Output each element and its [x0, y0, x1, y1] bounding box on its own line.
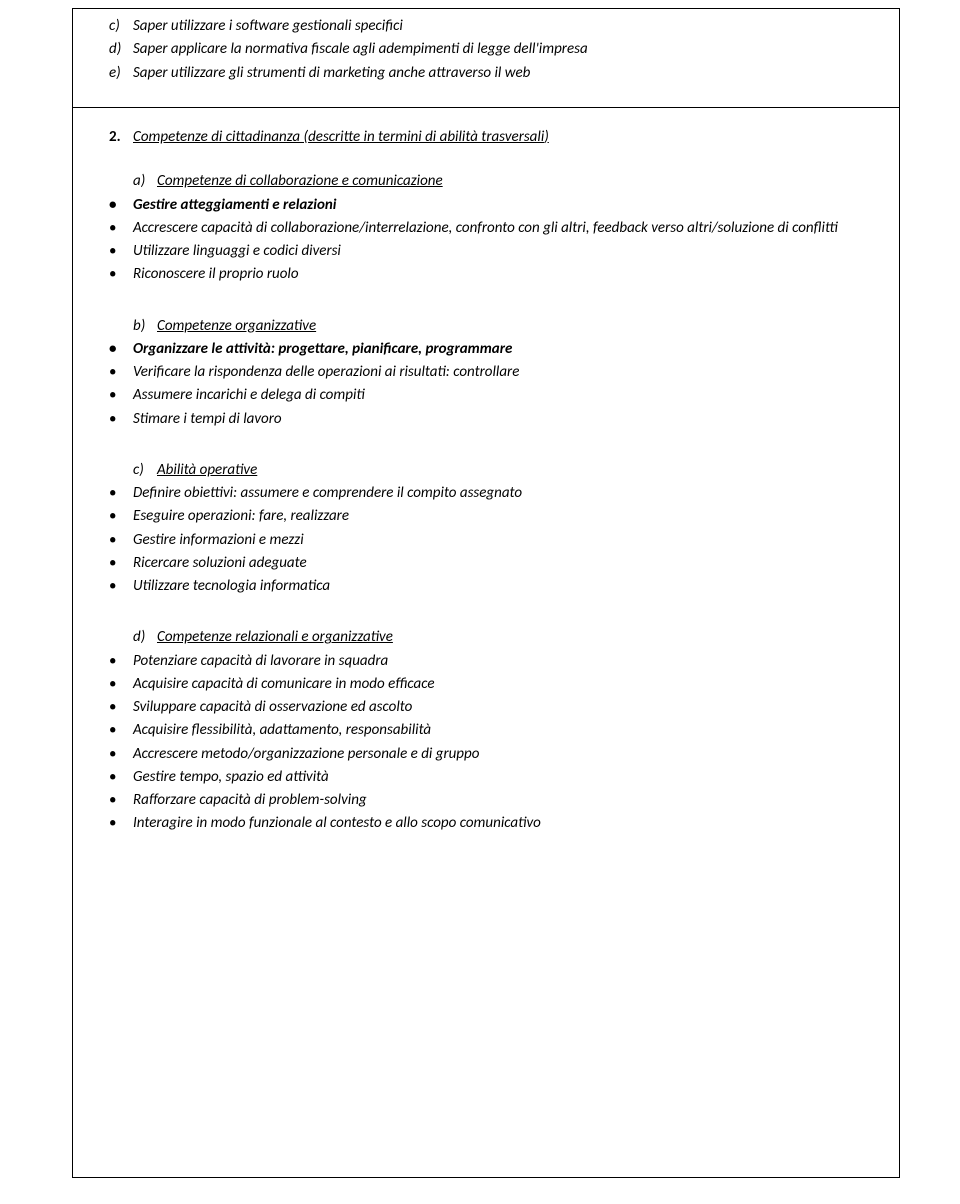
list-item: Verificare la rispondenza delle operazio… — [91, 361, 881, 384]
list-item: Potenziare capacità di lavorare in squad… — [91, 650, 881, 673]
list-marker: c) — [109, 15, 133, 38]
subsection-c-title: c)Abilità operative — [91, 459, 881, 482]
subsection-c: c)Abilità operative Definire obiettivi: … — [91, 459, 881, 599]
list-marker: d) — [109, 38, 133, 61]
subsection-d: d)Competenze relazionali e organizzative… — [91, 626, 881, 835]
section-title-paren: descritte in termini di abilità trasvers… — [308, 128, 544, 146]
subsection-d-list: Potenziare capacità di lavorare in squad… — [91, 650, 881, 836]
section-title-close: ) — [544, 128, 549, 146]
sub-marker: d) — [133, 626, 157, 649]
section-number: 2. — [109, 126, 133, 149]
list-item: Rafforzare capacità di problem-solving — [91, 789, 881, 812]
section-2: 2.Competenze di cittadinanza (descritte … — [91, 126, 881, 836]
list-text: Saper utilizzare i software gestionali s… — [133, 17, 403, 35]
subsection-b-title: b)Competenze organizzative — [91, 315, 881, 338]
list-item: Assumere incarichi e delega di compiti — [91, 384, 881, 407]
list-item: Gestire atteggiamenti e relazioni — [91, 194, 881, 217]
sub-marker: a) — [133, 170, 157, 193]
list-item: Gestire tempo, spazio ed attività — [91, 766, 881, 789]
box-1: c)Saper utilizzare i software gestionali… — [73, 9, 899, 108]
list-text: Saper applicare la normativa fiscale agl… — [133, 40, 588, 58]
list-item: Gestire informazioni e mezzi — [91, 529, 881, 552]
list-item: Accrescere metodo/organizzazione persona… — [91, 743, 881, 766]
page-frame: c)Saper utilizzare i software gestionali… — [72, 8, 900, 1178]
list-marker: e) — [109, 62, 133, 85]
box-1-item: e)Saper utilizzare gli strumenti di mark… — [91, 62, 881, 85]
subsection-b: b)Competenze organizzative Organizzare l… — [91, 315, 881, 431]
box-1-list: c)Saper utilizzare i software gestionali… — [91, 15, 881, 85]
subsection-a: a)Competenze di collaborazione e comunic… — [91, 170, 881, 286]
list-text: Saper utilizzare gli strumenti di market… — [133, 64, 530, 82]
box-1-item: d)Saper applicare la normativa fiscale a… — [91, 38, 881, 61]
section-title-main: Competenze di cittadinanza ( — [133, 128, 308, 146]
sub-title-text: Competenze organizzative — [157, 317, 316, 335]
subsection-a-title: a)Competenze di collaborazione e comunic… — [91, 170, 881, 193]
sub-marker: b) — [133, 315, 157, 338]
sub-title-text: Competenze di collaborazione e comunicaz… — [157, 172, 443, 190]
subsection-c-list: Definire obiettivi: assumere e comprende… — [91, 482, 881, 598]
list-item: Utilizzare tecnologia informatica — [91, 575, 881, 598]
section-2-heading: 2.Competenze di cittadinanza (descritte … — [91, 126, 881, 149]
subsection-a-list: Gestire atteggiamenti e relazioni Accres… — [91, 194, 881, 287]
sub-title-text: Competenze relazionali e organizzative — [157, 628, 393, 646]
subsection-d-title: d)Competenze relazionali e organizzative — [91, 626, 881, 649]
list-item: Eseguire operazioni: fare, realizzare — [91, 505, 881, 528]
box-1-item: c)Saper utilizzare i software gestionali… — [91, 15, 881, 38]
list-item: Interagire in modo funzionale al contest… — [91, 812, 881, 835]
list-item: Acquisire flessibilità, adattamento, res… — [91, 719, 881, 742]
list-item: Acquisire capacità di comunicare in modo… — [91, 673, 881, 696]
subsection-b-list: Organizzare le attività: progettare, pia… — [91, 338, 881, 431]
list-item: Utilizzare linguaggi e codici diversi — [91, 240, 881, 263]
list-item: Riconoscere il proprio ruolo — [91, 263, 881, 286]
list-item: Ricercare soluzioni adeguate — [91, 552, 881, 575]
list-item: Accrescere capacità di collaborazione/in… — [91, 217, 881, 240]
list-item: Stimare i tempi di lavoro — [91, 408, 881, 431]
sub-marker: c) — [133, 459, 157, 482]
list-item: Organizzare le attività: progettare, pia… — [91, 338, 881, 361]
list-item: Sviluppare capacità di osservazione ed a… — [91, 696, 881, 719]
sub-title-text: Abilità operative — [157, 461, 257, 479]
list-item: Definire obiettivi: assumere e comprende… — [91, 482, 881, 505]
